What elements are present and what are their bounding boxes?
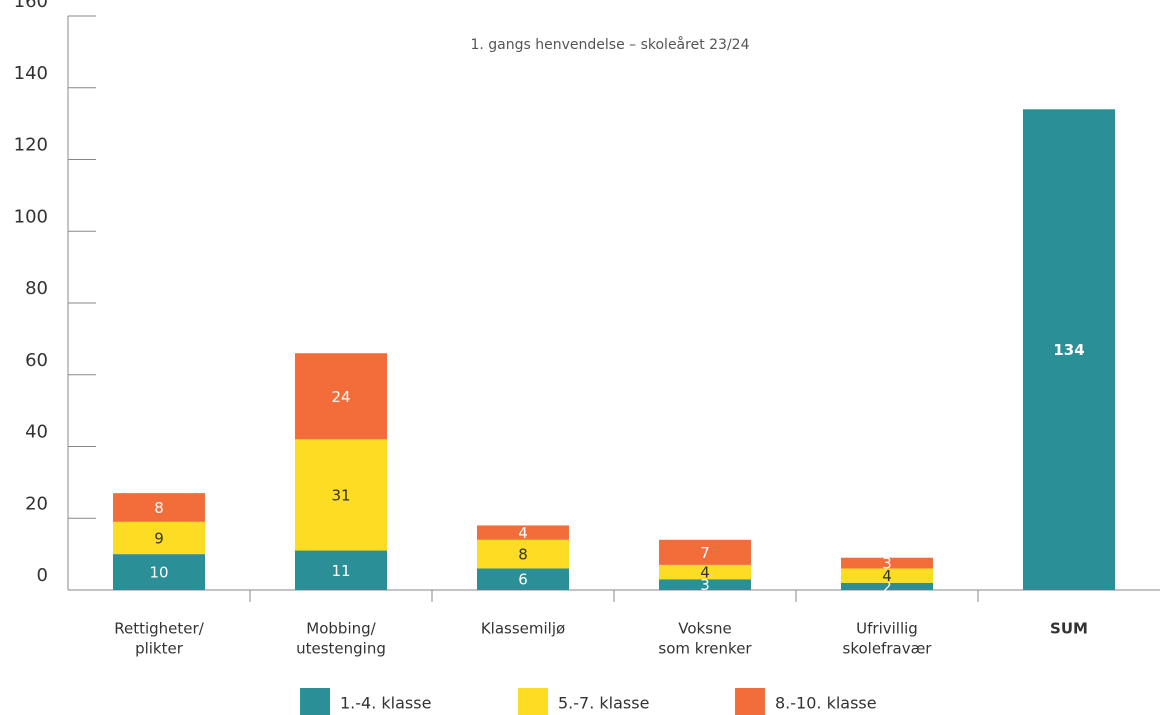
- value-label: 6: [518, 571, 528, 589]
- y-tick-label: 140: [14, 63, 48, 84]
- y-tick-label: 80: [25, 278, 48, 299]
- value-label: 8: [518, 546, 528, 564]
- legend-label: 8.-10. klasse: [775, 694, 877, 713]
- bar-segment: [477, 568, 569, 590]
- x-tick-label: Rettigheter/: [114, 620, 204, 638]
- legend-label: 1.-4. klasse: [340, 694, 431, 713]
- value-label: 10: [149, 564, 168, 582]
- legend-label: 5.-7. klasse: [558, 694, 649, 713]
- legend-swatch: [518, 688, 548, 715]
- y-tick-label: 20: [25, 493, 48, 514]
- bar-segment: [659, 579, 751, 590]
- value-label: 4: [700, 564, 710, 582]
- value-label: 3: [700, 576, 710, 594]
- bar-segment: [113, 554, 205, 590]
- value-label: 3: [882, 555, 892, 573]
- y-tick-label: 120: [14, 135, 48, 156]
- y-tick-label: 60: [25, 350, 48, 371]
- x-tick-label: utestenging: [296, 640, 386, 658]
- x-tick-label: skolefravær: [843, 640, 933, 658]
- y-tick-label: 160: [14, 0, 48, 12]
- value-label: 8: [154, 499, 164, 517]
- value-label: 134: [1053, 341, 1084, 359]
- value-label: 7: [700, 544, 710, 562]
- x-tick-label: Voksne: [678, 620, 732, 638]
- bar-segment: [477, 525, 569, 540]
- bar-segment: [113, 493, 205, 522]
- value-label: 24: [331, 388, 350, 406]
- bar-segment: [659, 539, 751, 565]
- legend-swatch: [300, 688, 330, 715]
- bar-segment: [295, 550, 387, 590]
- bar-segment: [295, 353, 387, 440]
- x-tick-label: Mobbing/: [306, 620, 376, 638]
- x-tick-label: Ufrivillig: [856, 620, 918, 638]
- x-tick-label: som krenker: [658, 640, 752, 658]
- value-label: 11: [331, 562, 350, 580]
- bar-segment: [1023, 109, 1115, 591]
- bar-segment: [841, 557, 933, 569]
- bar-segment: [659, 564, 751, 580]
- value-label: 4: [518, 524, 528, 542]
- value-label: 2: [882, 578, 892, 596]
- bar-segment: [841, 568, 933, 583]
- value-label: 9: [154, 529, 164, 547]
- chart-title: 1. gangs henvendelse – skoleåret 23/24: [470, 36, 749, 53]
- bar-segment: [295, 439, 387, 551]
- value-label: 4: [882, 567, 892, 585]
- y-tick-label: 0: [37, 565, 48, 586]
- x-tick-label: Klassemiljø: [481, 620, 565, 638]
- bar-segment: [841, 582, 933, 590]
- y-tick-label: 100: [14, 206, 48, 227]
- y-tick-label: 40: [25, 422, 48, 443]
- x-tick-label: SUM: [1050, 620, 1088, 638]
- bar-segment: [113, 521, 205, 555]
- bar-segment: [477, 539, 569, 569]
- legend-swatch: [735, 688, 765, 715]
- value-label: 31: [331, 486, 350, 504]
- x-tick-label: plikter: [135, 640, 184, 658]
